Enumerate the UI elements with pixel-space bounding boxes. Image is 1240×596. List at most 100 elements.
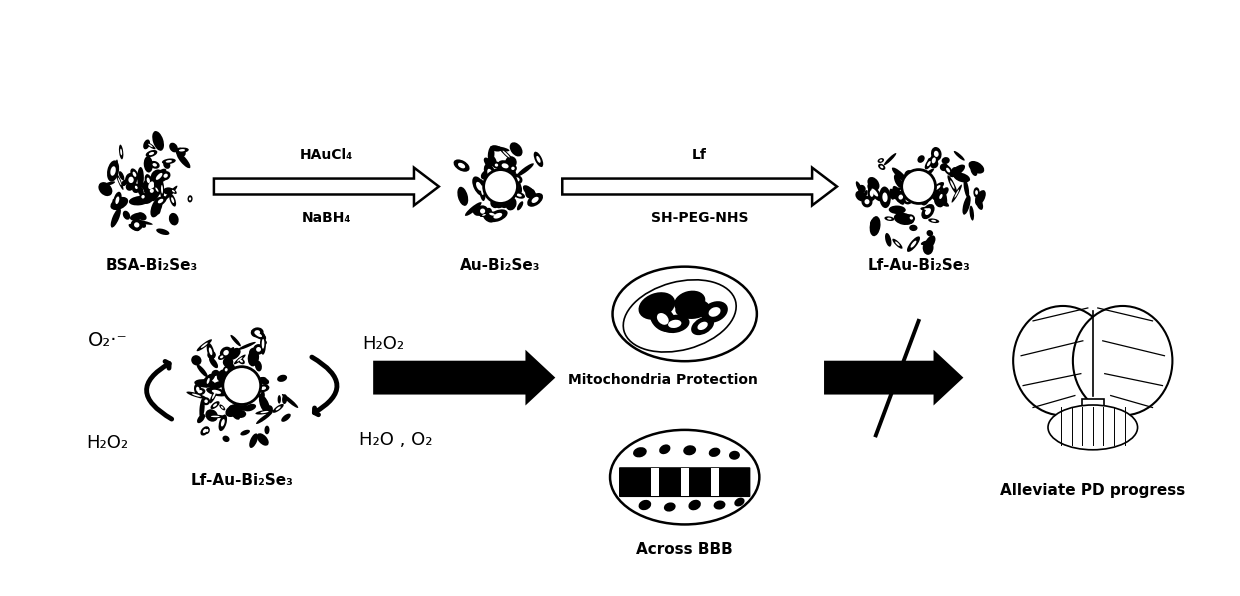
Ellipse shape xyxy=(913,184,926,196)
Ellipse shape xyxy=(955,190,959,198)
Ellipse shape xyxy=(909,225,918,231)
Ellipse shape xyxy=(281,394,299,408)
Ellipse shape xyxy=(856,181,862,193)
Ellipse shape xyxy=(110,197,128,210)
Ellipse shape xyxy=(217,369,231,382)
Ellipse shape xyxy=(122,179,128,186)
Text: O₂·⁻: O₂·⁻ xyxy=(88,331,128,350)
Ellipse shape xyxy=(226,361,236,377)
Ellipse shape xyxy=(238,382,247,384)
Ellipse shape xyxy=(169,194,176,207)
Ellipse shape xyxy=(236,367,252,378)
Ellipse shape xyxy=(149,181,154,189)
Text: Au-Bi₂Se₃: Au-Bi₂Se₃ xyxy=(460,258,541,273)
Ellipse shape xyxy=(928,185,934,195)
Ellipse shape xyxy=(916,174,935,186)
Ellipse shape xyxy=(119,145,123,159)
Ellipse shape xyxy=(171,197,174,203)
Ellipse shape xyxy=(197,339,212,351)
Ellipse shape xyxy=(229,388,236,404)
Ellipse shape xyxy=(490,146,510,151)
Ellipse shape xyxy=(935,185,940,190)
Text: Lf-Au-Bi₂Se₃: Lf-Au-Bi₂Se₃ xyxy=(190,473,293,488)
Ellipse shape xyxy=(169,213,179,225)
Ellipse shape xyxy=(131,184,141,193)
Ellipse shape xyxy=(255,377,267,384)
Ellipse shape xyxy=(186,392,206,399)
Ellipse shape xyxy=(129,196,150,206)
Ellipse shape xyxy=(226,347,234,359)
Ellipse shape xyxy=(164,160,170,169)
Ellipse shape xyxy=(208,347,212,355)
Ellipse shape xyxy=(239,399,246,401)
Ellipse shape xyxy=(911,189,919,197)
Ellipse shape xyxy=(135,186,138,189)
Ellipse shape xyxy=(155,196,166,206)
Ellipse shape xyxy=(161,185,162,194)
Ellipse shape xyxy=(892,187,901,194)
Ellipse shape xyxy=(923,191,928,200)
Ellipse shape xyxy=(202,398,210,405)
Ellipse shape xyxy=(973,187,980,198)
Ellipse shape xyxy=(496,180,501,186)
Ellipse shape xyxy=(915,181,926,197)
Ellipse shape xyxy=(223,366,229,374)
Ellipse shape xyxy=(248,349,259,367)
Ellipse shape xyxy=(118,178,122,185)
Ellipse shape xyxy=(237,378,253,388)
Ellipse shape xyxy=(206,415,226,418)
Ellipse shape xyxy=(916,182,920,190)
Ellipse shape xyxy=(497,176,510,193)
Ellipse shape xyxy=(238,369,247,383)
Ellipse shape xyxy=(205,427,210,434)
Ellipse shape xyxy=(924,208,930,210)
Ellipse shape xyxy=(244,404,257,411)
Ellipse shape xyxy=(496,185,505,188)
Ellipse shape xyxy=(497,160,513,172)
Ellipse shape xyxy=(179,149,185,151)
Ellipse shape xyxy=(218,414,227,431)
Ellipse shape xyxy=(154,185,160,194)
Ellipse shape xyxy=(506,173,518,179)
Ellipse shape xyxy=(940,163,949,171)
Ellipse shape xyxy=(212,390,221,394)
Ellipse shape xyxy=(527,193,543,207)
Circle shape xyxy=(223,367,260,405)
Ellipse shape xyxy=(237,357,242,362)
Ellipse shape xyxy=(160,180,164,199)
Ellipse shape xyxy=(275,406,280,411)
Ellipse shape xyxy=(153,163,157,167)
Ellipse shape xyxy=(172,190,175,193)
Ellipse shape xyxy=(869,190,874,197)
Ellipse shape xyxy=(207,343,215,360)
Ellipse shape xyxy=(250,380,262,390)
Ellipse shape xyxy=(148,144,153,147)
Ellipse shape xyxy=(113,192,122,209)
Ellipse shape xyxy=(868,177,879,191)
Ellipse shape xyxy=(909,195,915,198)
Ellipse shape xyxy=(490,185,497,192)
Ellipse shape xyxy=(506,179,516,188)
Ellipse shape xyxy=(906,177,911,197)
Ellipse shape xyxy=(920,207,934,212)
Ellipse shape xyxy=(482,210,495,222)
Ellipse shape xyxy=(946,167,950,172)
Ellipse shape xyxy=(495,163,498,167)
Ellipse shape xyxy=(148,181,156,191)
Ellipse shape xyxy=(250,327,264,337)
Ellipse shape xyxy=(903,175,920,191)
Bar xyxy=(681,468,688,496)
Ellipse shape xyxy=(490,156,497,167)
Ellipse shape xyxy=(510,175,515,178)
Ellipse shape xyxy=(241,376,244,380)
Ellipse shape xyxy=(254,383,259,387)
Ellipse shape xyxy=(1073,306,1172,415)
Text: NaBH₄: NaBH₄ xyxy=(301,212,351,225)
Ellipse shape xyxy=(926,230,934,237)
Ellipse shape xyxy=(223,350,229,355)
Ellipse shape xyxy=(893,238,903,249)
Ellipse shape xyxy=(139,193,146,201)
Ellipse shape xyxy=(232,380,252,391)
Ellipse shape xyxy=(226,404,242,417)
Ellipse shape xyxy=(923,240,934,255)
